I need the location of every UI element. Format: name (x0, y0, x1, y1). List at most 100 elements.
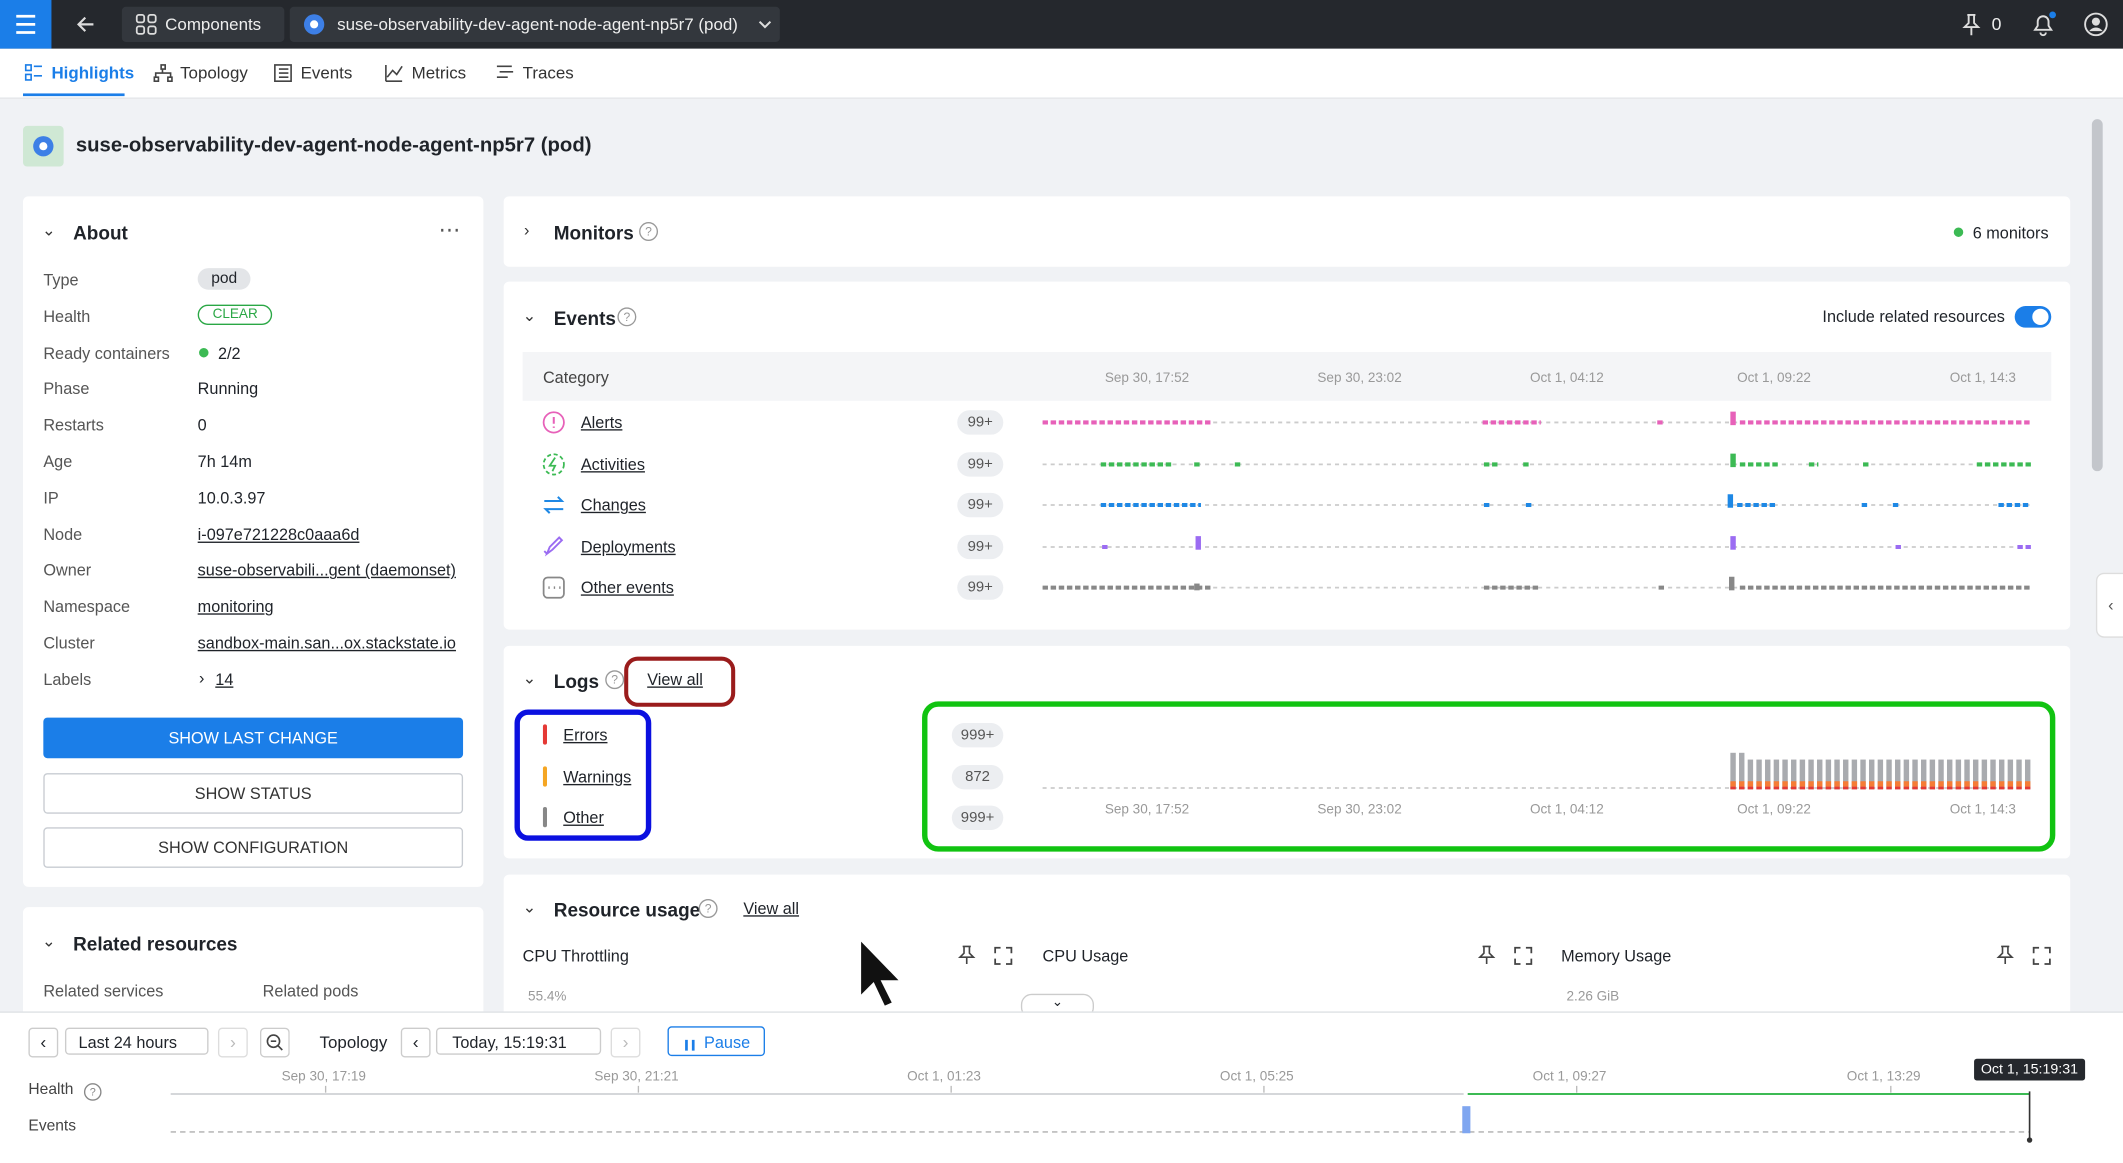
field-value[interactable]: sandbox-main.san...ox.stackstate.io (197, 633, 456, 653)
menu-button[interactable] (0, 0, 52, 49)
timeline-panel (0, 1011, 2123, 1163)
field-value: Running (197, 379, 259, 399)
field-label: Phase (43, 379, 90, 399)
field-value[interactable]: i-097e721228c0aaa6d (197, 524, 360, 544)
category-icon (542, 534, 566, 565)
help-icon[interactable]: ? (617, 307, 637, 327)
zoom-out-button (259, 1027, 290, 1065)
row-label: Events (28, 1118, 77, 1135)
section-title: Events (553, 307, 616, 330)
scrollbar-thumb[interactable] (2091, 119, 2103, 472)
category-icon (542, 410, 566, 441)
time-label: Oct 1, 04:12 (1529, 802, 1604, 818)
collapse-icon[interactable]: ⌄ (522, 668, 537, 688)
breadcrumb-components[interactable]: Components (121, 6, 285, 42)
pin-button (1994, 944, 2016, 972)
time-tick-label: Oct 1, 09:27 (1532, 1069, 1607, 1085)
section-title: Related resources (73, 932, 238, 955)
category-icon (542, 575, 566, 606)
category-link[interactable]: Alerts (580, 412, 623, 432)
more-menu[interactable]: ⋯ (438, 219, 461, 243)
tab[interactable]: Topology (180, 63, 248, 83)
toggle-label: Include related resources (1822, 307, 2005, 327)
collapse-icon[interactable]: ⌄ (41, 220, 56, 240)
pause-button[interactable]: Pause (667, 1026, 765, 1057)
next-button[interactable]: › (610, 1027, 641, 1058)
back-button[interactable] (73, 12, 97, 36)
collapse-icon[interactable]: ⌄ (522, 305, 537, 325)
user-icon[interactable] (2082, 11, 2109, 38)
field-label: Labels (43, 669, 92, 689)
category-icon-graphic (542, 576, 565, 599)
tick-mark (637, 1085, 640, 1093)
mouse-cursor (858, 934, 905, 1010)
collapse-icon[interactable]: ⌄ (41, 931, 56, 951)
category-link[interactable]: Activities (580, 454, 645, 474)
tab[interactable]: Traces (522, 63, 574, 83)
category-link[interactable]: Deployments (580, 536, 676, 556)
side-panel-toggle[interactable]: ‹ (2095, 572, 2123, 638)
timeline-tracks-graphic (170, 1091, 2033, 1143)
log-level-link[interactable]: Warnings (563, 767, 632, 786)
events-card (503, 281, 2071, 630)
expand-icon[interactable]: › (523, 220, 530, 240)
time-select[interactable]: Today, 15:19:31 (435, 1027, 602, 1055)
help-icon[interactable]: ? (698, 899, 718, 918)
time-tick-label: Oct 1, 13:29 (1846, 1069, 1921, 1085)
row-label: Health (28, 1081, 74, 1099)
view-all-link[interactable]: View all (647, 670, 703, 690)
log-level-link[interactable]: Other (563, 808, 604, 828)
fullscreen-button-graphic (1514, 946, 1533, 965)
tab-icon-graphic (496, 65, 514, 78)
prev-button[interactable]: ‹ (400, 1027, 431, 1058)
notifications-icon[interactable] (2030, 11, 2057, 38)
field-value[interactable]: monitoring (197, 597, 274, 617)
help-icon[interactable]: ? (605, 670, 625, 690)
pin-button (1476, 944, 1498, 972)
pod-icon (303, 14, 325, 35)
resource-card (503, 874, 2071, 1024)
fullscreen-button-graphic (994, 946, 1013, 965)
ready-dot (199, 347, 209, 357)
tick-mark (1576, 1085, 1578, 1093)
mode-label: Topology (319, 1033, 388, 1053)
tab[interactable]: Events (300, 63, 353, 83)
collapse-icon[interactable]: ⌄ (522, 897, 537, 917)
prev-button[interactable]: ‹ (28, 1027, 59, 1058)
active-tab-indicator (23, 93, 125, 97)
log-level-marker (542, 806, 547, 828)
field-value[interactable]: suse-observabili...gent (daemonset) (197, 561, 456, 581)
log-level-link[interactable]: Errors (563, 725, 608, 745)
pin-icon[interactable] (1959, 12, 1983, 36)
monitor-count: 6 monitors (1972, 223, 2049, 243)
help-icon[interactable]: ? (639, 222, 659, 242)
pause-icon-graphic (685, 1039, 695, 1051)
expand-icon[interactable]: › (199, 668, 205, 688)
range-select[interactable]: Last 24 hours (64, 1027, 209, 1055)
event-sparkline (1042, 484, 2031, 520)
next-button[interactable]: › (217, 1027, 248, 1058)
help-icon[interactable]: ? (83, 1083, 102, 1101)
time-label: Sep 30, 23:02 (1317, 802, 1402, 818)
tab[interactable]: Highlights (51, 63, 135, 83)
highlight-box (514, 709, 652, 841)
type-chip: pod (197, 268, 251, 290)
category-link[interactable]: Other events (580, 578, 674, 598)
category-icon-graphic (542, 452, 565, 475)
breadcrumb-component[interactable]: suse-observability-dev-agent-node-agent-… (289, 6, 780, 42)
tab[interactable]: Metrics (411, 63, 467, 83)
view-all-link[interactable]: View all (743, 899, 800, 918)
button[interactable]: SHOW LAST CHANGE (43, 717, 464, 759)
column-label: Related pods (262, 981, 359, 1001)
button[interactable]: SHOW CONFIGURATION (43, 827, 464, 868)
column-header: Category (542, 368, 609, 388)
field-label: Ready containers (43, 343, 170, 363)
field-label: Age (43, 452, 73, 472)
category-link[interactable]: Changes (580, 495, 646, 515)
field-value[interactable]: 14 (215, 669, 234, 689)
button[interactable]: SHOW STATUS (43, 772, 464, 814)
toggle-knob (2032, 308, 2049, 325)
toggle[interactable] (2014, 305, 2052, 328)
